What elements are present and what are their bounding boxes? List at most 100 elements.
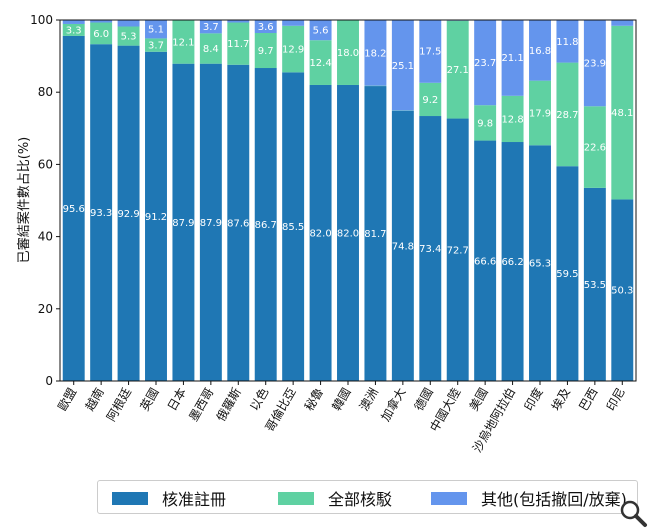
x-tick-label: 埃及 [549, 386, 573, 414]
data-label-1-6: 11.7 [227, 39, 249, 50]
data-label-1-5: 8.4 [203, 44, 219, 55]
bar-2-15 [474, 19, 497, 106]
y-tick-label: 100 [30, 13, 53, 27]
bar-2-12 [391, 20, 414, 111]
stacked-bar-chart: 95.6 3.3 93.3 6.0 92.9 5.3 91.2 3.7 5.1 87.9 12.1 8… [17, 13, 637, 455]
bar-0-14 [446, 118, 469, 381]
y-tick-label: 40 [38, 230, 53, 244]
bar-2-2 [117, 20, 140, 27]
bar-0-16 [501, 142, 524, 381]
bar-0-0 [62, 35, 85, 381]
magnifier-icon[interactable] [618, 498, 648, 528]
bar-1-0 [62, 23, 85, 36]
data-label-2-9: 5.6 [313, 26, 329, 37]
bar-2-16 [501, 19, 524, 96]
bar-0-10 [337, 84, 359, 381]
data-label-1-8: 12.9 [282, 45, 304, 56]
legend-item-rejected: 全部核駁 [278, 487, 392, 509]
data-label-0-18: 59.5 [556, 269, 578, 280]
bar-2-1 [90, 20, 113, 23]
data-label-0-5: 87.9 [200, 218, 222, 229]
x-tick-label: 印度 [521, 385, 546, 413]
x-tick-label: 加拿大 [377, 385, 408, 424]
x-tick-label: 俄羅斯 [214, 386, 244, 424]
bar-1-13 [419, 82, 442, 117]
data-label-0-19: 53.5 [584, 280, 606, 291]
bar-0-2 [117, 45, 140, 381]
bar-0-1 [90, 44, 113, 381]
data-label-1-18: 28.7 [556, 110, 578, 121]
data-label-0-1: 93.3 [90, 208, 112, 219]
bar-0-15 [474, 140, 497, 381]
data-label-1-13: 9.2 [422, 95, 438, 106]
data-label-2-12: 25.1 [392, 61, 414, 72]
x-tick-label: 墨西哥 [186, 386, 216, 424]
bars-layer [62, 19, 634, 382]
bar-2-13 [419, 19, 442, 83]
x-tick-label: 巴西 [576, 386, 600, 414]
bar-1-10 [337, 20, 359, 85]
bar-1-9 [309, 40, 332, 85]
x-tick-label: 澳洲 [357, 386, 381, 414]
data-label-0-20: 50.3 [611, 286, 633, 297]
bar-0-20 [611, 199, 634, 381]
data-label-0-3: 91.2 [145, 212, 167, 223]
bar-2-0 [62, 20, 85, 24]
legend-item-approved: 核准註冊 [112, 487, 226, 509]
data-label-1-1: 6.0 [93, 29, 109, 40]
x-tick-label: 韓國 [329, 386, 353, 414]
y-tick-label: 0 [45, 374, 53, 388]
bar-2-8 [282, 20, 305, 26]
data-label-1-14: 27.1 [447, 65, 469, 76]
data-label-2-13: 17.5 [419, 47, 441, 58]
bar-1-3 [145, 38, 167, 52]
bar-0-18 [556, 166, 579, 381]
bar-0-9 [309, 84, 332, 381]
data-label-0-13: 73.4 [419, 244, 441, 255]
bar-0-19 [583, 187, 606, 381]
x-tick-label: 英國 [137, 386, 161, 414]
bar-0-3 [145, 51, 167, 381]
data-label-0-8: 85.5 [282, 222, 304, 233]
data-label-1-17: 17.9 [529, 108, 551, 119]
data-label-0-16: 66.2 [501, 257, 523, 268]
bar-1-16 [501, 95, 524, 143]
bar-0-5 [199, 63, 222, 381]
bar-2-20 [611, 20, 634, 26]
data-label-0-10: 82.0 [337, 228, 359, 239]
data-label-1-0: 3.3 [66, 25, 82, 36]
data-label-2-18: 11.8 [556, 37, 578, 48]
data-label-0-6: 87.6 [227, 218, 249, 229]
data-label-0-15: 66.6 [474, 256, 496, 267]
data-label-2-11: 18.2 [364, 48, 386, 59]
bar-1-5 [199, 33, 222, 64]
data-label-0-4: 87.9 [172, 218, 194, 229]
data-label-1-16: 12.8 [501, 114, 523, 125]
legend-item-other: 其他(包括撤回/放棄) [431, 487, 627, 509]
data-label-0-0: 95.6 [63, 204, 85, 215]
x-tick-label: 越南 [82, 385, 107, 413]
plot-frame [59, 19, 637, 382]
x-tick-label: 阿根廷 [104, 386, 134, 424]
data-label-0-11: 81.7 [364, 229, 386, 240]
bar-2-5 [199, 20, 222, 34]
data-label-1-4: 12.1 [172, 37, 194, 48]
data-label-2-16: 21.1 [501, 53, 523, 64]
data-label-2-17: 16.8 [529, 46, 551, 57]
bar-0-12 [391, 110, 414, 382]
bar-1-1 [90, 22, 113, 45]
bar-1-15 [474, 105, 497, 141]
bar-0-7 [254, 68, 277, 381]
y-tick-label: 20 [38, 302, 53, 316]
x-tick-label: 日本 [165, 386, 189, 414]
bar-2-18 [556, 20, 579, 63]
data-label-1-20: 48.1 [611, 108, 633, 119]
bar-2-3 [145, 20, 167, 39]
x-tick-label: 美國 [467, 385, 491, 413]
bar-1-14 [446, 20, 469, 119]
data-label-2-7: 3.6 [258, 22, 274, 33]
bar-1-19 [583, 106, 606, 188]
bar-2-19 [583, 20, 606, 107]
data-label-1-7: 9.7 [258, 46, 274, 57]
legend-label-other: 其他(包括撤回/放棄) [481, 490, 627, 509]
